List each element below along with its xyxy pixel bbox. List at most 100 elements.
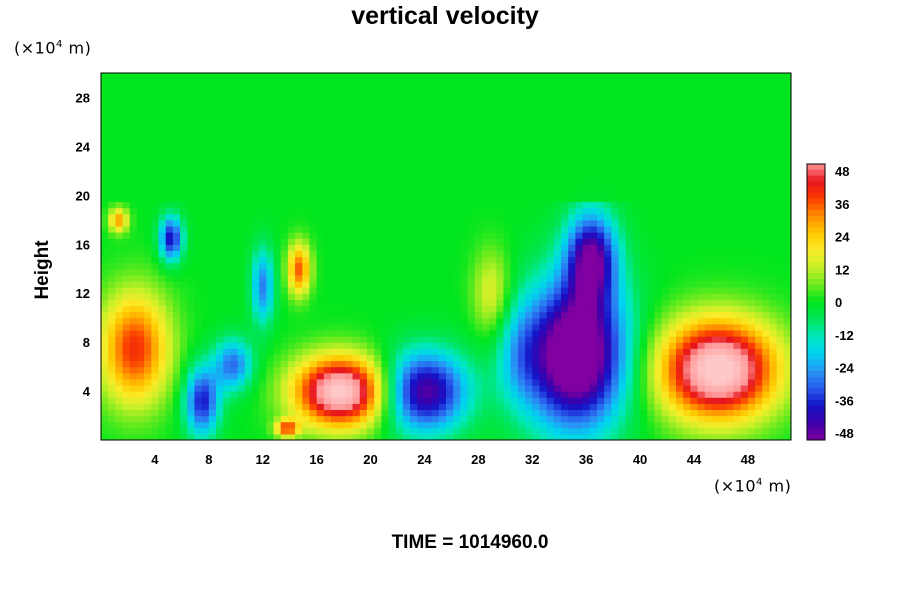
field-cell — [546, 329, 555, 337]
field-cell — [345, 287, 354, 294]
field-cell — [108, 225, 116, 233]
field-cell — [611, 232, 620, 239]
field-cell — [668, 403, 677, 411]
field-cell — [266, 195, 275, 203]
field-cell — [201, 311, 210, 319]
field-cell — [546, 268, 555, 276]
field-cell — [755, 311, 763, 319]
field-cell — [165, 232, 174, 239]
field-cell — [273, 250, 282, 258]
field-cell — [661, 232, 670, 239]
field-cell — [661, 366, 670, 374]
field-cell — [711, 140, 720, 147]
field-cell — [568, 293, 576, 300]
field-cell — [632, 164, 641, 172]
field-cell — [582, 134, 591, 141]
field-cell — [251, 232, 260, 239]
field-cell — [201, 397, 210, 404]
field-cell — [165, 378, 174, 386]
field-cell — [618, 207, 627, 215]
field-cell — [719, 134, 727, 141]
field-cell — [460, 336, 469, 343]
field-cell — [302, 378, 311, 386]
field-cell — [517, 329, 526, 337]
field-cell — [668, 146, 677, 154]
field-cell — [474, 397, 483, 404]
field-cell — [589, 391, 598, 398]
field-cell — [381, 146, 390, 154]
field-cell — [747, 391, 756, 398]
field-cell — [467, 128, 476, 135]
field-cell — [223, 280, 231, 288]
field-cell — [266, 152, 275, 160]
field-cell — [575, 250, 584, 258]
field-cell — [172, 238, 181, 245]
field-cell — [323, 146, 332, 154]
field-cell — [647, 146, 656, 154]
field-cell — [230, 140, 239, 147]
field-cell — [740, 152, 749, 160]
field-cell — [783, 336, 791, 343]
field-cell — [783, 323, 791, 331]
field-cell — [230, 158, 239, 166]
field-cell — [395, 170, 404, 178]
field-cell — [251, 244, 260, 251]
field-cell — [172, 293, 181, 300]
field-cell — [136, 225, 145, 233]
field-cell — [640, 140, 648, 147]
field-cell — [266, 305, 275, 313]
field-cell — [165, 164, 174, 172]
field-cell — [338, 293, 346, 300]
field-cell — [194, 299, 203, 307]
field-cell — [539, 378, 548, 386]
field-cell — [517, 366, 526, 374]
field-cell — [611, 287, 620, 294]
field-cell — [187, 213, 196, 221]
field-cell — [331, 403, 339, 411]
field-cell — [625, 256, 634, 264]
field-cell — [596, 164, 605, 172]
field-cell — [374, 128, 382, 135]
field-cell — [395, 164, 404, 172]
field-cell — [237, 268, 246, 276]
field-cell — [244, 268, 253, 276]
field-cell — [381, 121, 390, 129]
field-cell — [302, 342, 311, 349]
field-cell — [596, 372, 605, 380]
field-cell — [510, 170, 519, 178]
field-cell — [144, 305, 152, 313]
field-cell — [424, 225, 433, 233]
field-cell — [165, 433, 174, 440]
field-cell — [532, 403, 541, 411]
field-cell — [410, 378, 418, 386]
field-cell — [704, 158, 713, 166]
field-cell — [158, 403, 167, 411]
field-cell — [733, 397, 742, 404]
field-cell — [647, 299, 656, 307]
field-cell — [323, 274, 332, 282]
field-cell — [690, 140, 699, 147]
field-cell — [417, 299, 426, 307]
field-cell — [266, 128, 275, 135]
field-cell — [295, 164, 303, 172]
field-cell — [438, 274, 447, 282]
field-cell — [618, 244, 627, 251]
field-cell — [704, 164, 713, 172]
field-cell — [237, 329, 246, 337]
field-cell — [740, 403, 749, 411]
field-cell — [331, 250, 339, 258]
field-cell — [201, 250, 210, 258]
field-cell — [187, 134, 196, 141]
field-cell — [561, 225, 569, 233]
field-cell — [647, 348, 656, 355]
field-cell — [194, 427, 203, 435]
field-cell — [345, 189, 354, 196]
field-cell — [733, 299, 742, 307]
field-cell — [489, 384, 497, 392]
field-cell — [122, 427, 131, 435]
field-cell — [596, 433, 605, 440]
field-cell — [532, 305, 541, 313]
field-cell — [611, 280, 620, 288]
field-cell — [331, 146, 339, 154]
field-cell — [690, 421, 699, 429]
